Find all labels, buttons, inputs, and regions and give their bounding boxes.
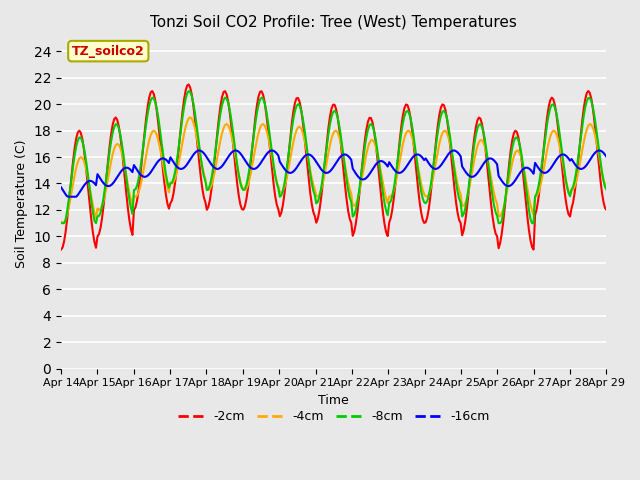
-16cm [603,154,611,160]
-8cm [248,143,256,148]
Title: Tonzi Soil CO2 Profile: Tree (West) Temperatures: Tonzi Soil CO2 Profile: Tree (West) Temp… [150,15,517,30]
-2cm [574,164,582,169]
-2cm [603,207,611,213]
-8cm [221,95,229,100]
Line: -4cm: -4cm [61,118,607,223]
-16cm [575,166,583,171]
Line: -2cm: -2cm [61,84,607,250]
-2cm [239,207,247,213]
-16cm [223,156,230,162]
-8cm [574,159,582,165]
-4cm [250,153,258,158]
-4cm [59,220,67,226]
-4cm [299,129,307,135]
-4cm [223,121,230,127]
X-axis label: Time: Time [318,394,349,407]
-8cm [603,187,611,192]
-2cm [297,107,305,112]
-16cm [195,147,203,153]
-4cm [575,165,583,170]
Y-axis label: Soil Temperature (C): Soil Temperature (C) [15,139,28,267]
-2cm [185,82,193,87]
-8cm [57,220,65,226]
-2cm [248,142,256,148]
-8cm [124,187,132,192]
-16cm [250,166,258,172]
-4cm [603,186,611,192]
Line: -8cm: -8cm [61,91,607,223]
-8cm [297,107,305,113]
-4cm [125,190,133,196]
Legend: -2cm, -4cm, -8cm, -16cm: -2cm, -4cm, -8cm, -16cm [173,406,495,428]
Line: -16cm: -16cm [61,150,607,197]
-2cm [124,205,132,211]
-8cm [239,187,247,193]
-4cm [57,219,65,225]
-16cm [65,194,72,200]
-2cm [221,88,229,94]
-8cm [185,88,193,94]
-2cm [57,247,65,252]
-16cm [57,184,65,190]
-16cm [241,157,249,163]
-4cm [186,115,194,120]
-16cm [125,166,133,172]
-16cm [299,156,307,161]
-4cm [241,187,249,193]
Text: TZ_soilco2: TZ_soilco2 [72,45,145,58]
